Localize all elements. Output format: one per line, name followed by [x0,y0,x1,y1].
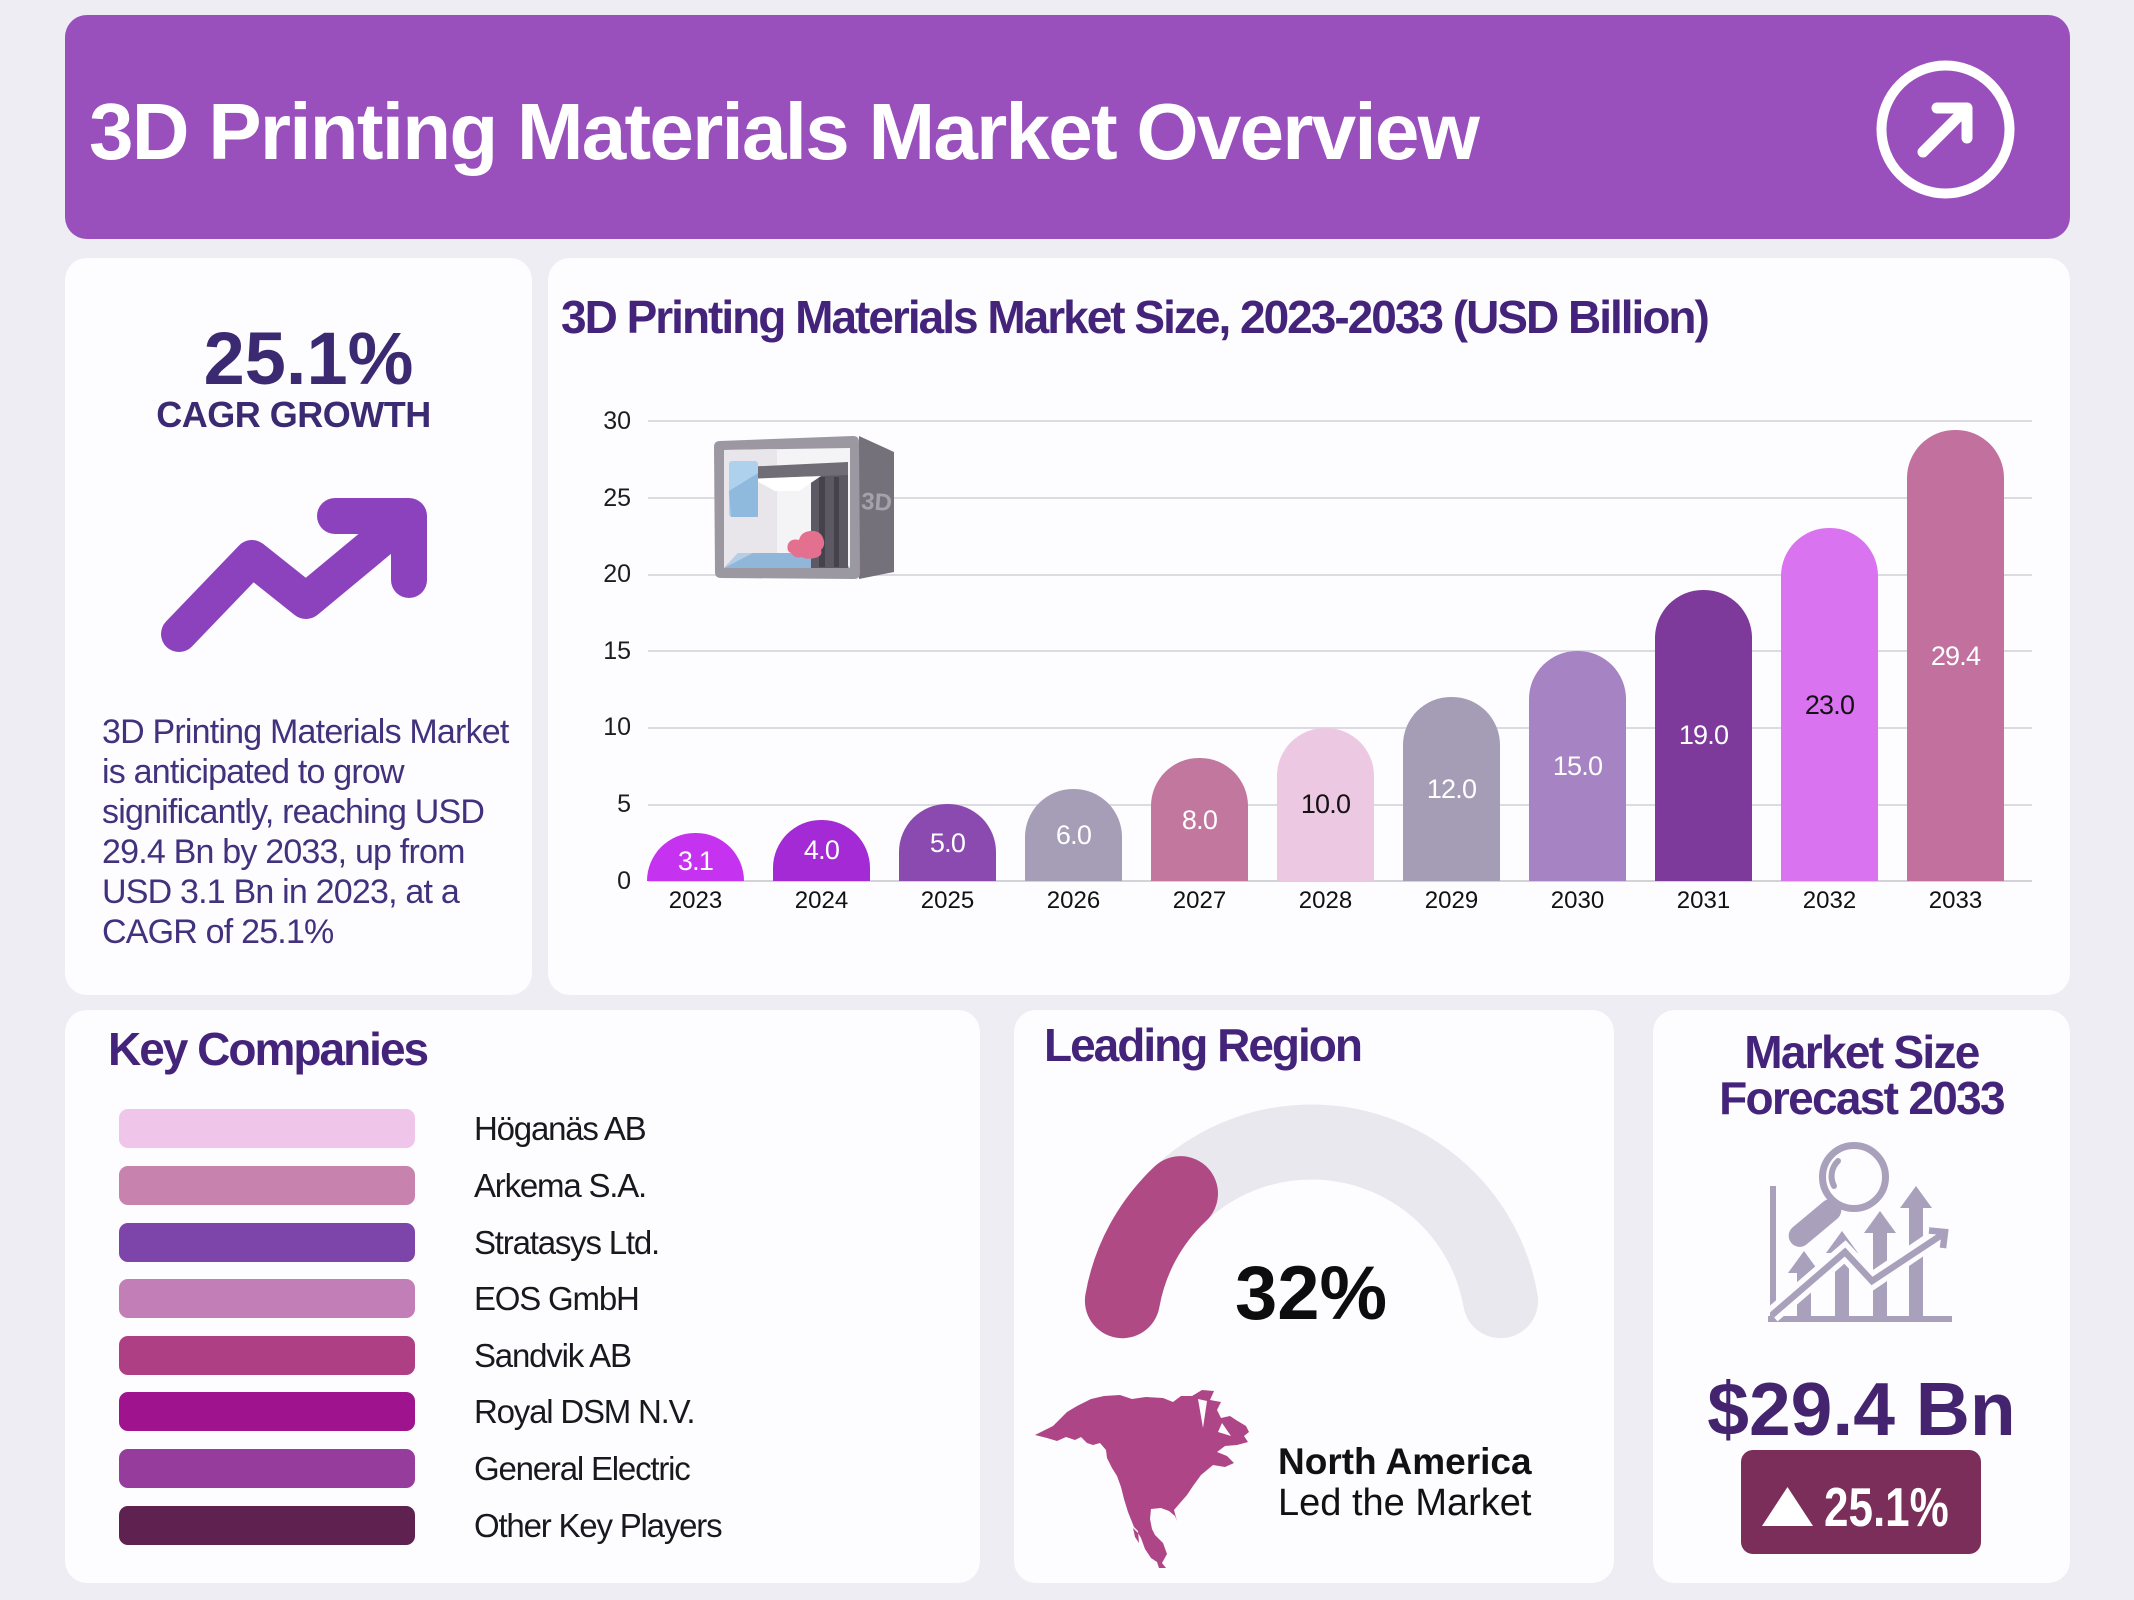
svg-text:3D: 3D [860,488,892,517]
